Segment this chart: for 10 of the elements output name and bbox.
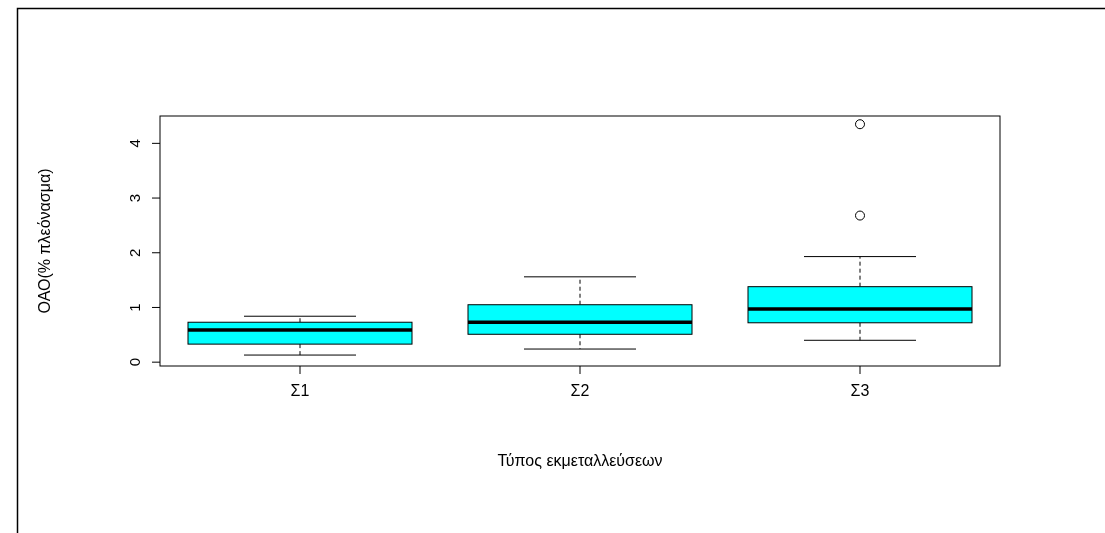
x-tick-label: Σ2 bbox=[570, 382, 590, 399]
y-tick-label: 4 bbox=[126, 139, 143, 148]
x-tick-label: Σ3 bbox=[850, 382, 870, 399]
y-tick-label: 2 bbox=[126, 248, 143, 257]
y-tick-label: 1 bbox=[126, 303, 143, 312]
y-tick-label: 3 bbox=[126, 193, 143, 203]
y-tick-label: 0 bbox=[126, 358, 143, 367]
y-axis-title: ΟΑΟ(% πλεόνασμα) bbox=[36, 168, 53, 314]
x-axis-title: Τύπος εκμεταλλεύσεων bbox=[497, 452, 663, 469]
x-tick-label: Σ1 bbox=[290, 382, 310, 399]
